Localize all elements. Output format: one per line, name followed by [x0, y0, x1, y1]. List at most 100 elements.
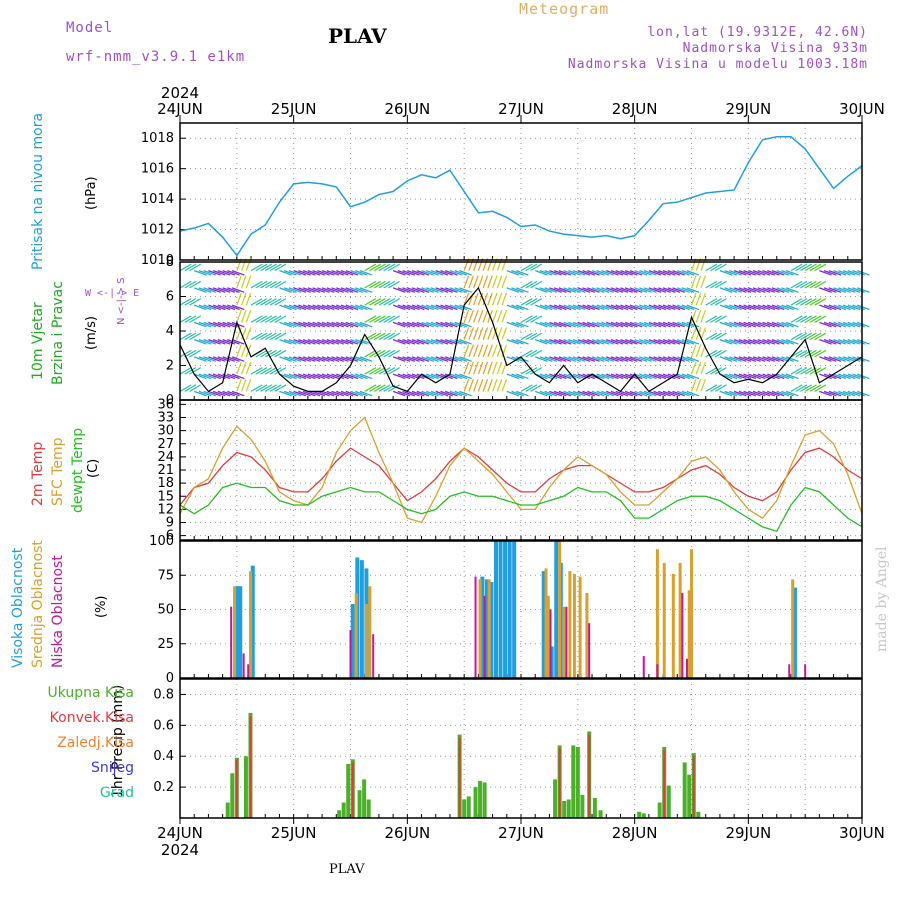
wind-barb: [634, 356, 648, 362]
y-tick-label: 1016: [141, 162, 174, 177]
y-tick-label: 8: [166, 255, 174, 270]
wind-barb: [672, 287, 685, 293]
wind-barb: [463, 327, 470, 340]
legend-total-rain: Ukupna Kisa: [47, 685, 134, 701]
wind-barb: [776, 373, 790, 380]
wind-barb: [577, 373, 591, 380]
wind-barb: [587, 339, 600, 345]
wind-barb: [283, 356, 297, 362]
wind-barb: [227, 373, 240, 380]
wind-barb: [364, 280, 377, 289]
wind-barb: [194, 270, 207, 276]
wind-barb: [477, 378, 484, 392]
wind-barb: [620, 270, 633, 276]
wind-barb: [842, 339, 856, 345]
wind-barb: [336, 373, 349, 380]
wind-barb: [838, 390, 851, 397]
wind-barb: [530, 367, 543, 375]
mid-cloud-bar: [671, 573, 675, 678]
wind-barb: [477, 309, 484, 323]
wind-barb: [639, 339, 652, 345]
wind-barb: [690, 327, 697, 340]
wind-barb: [317, 287, 330, 293]
wind-barb: [198, 321, 212, 328]
wind-barb: [326, 356, 340, 362]
wind-barb: [544, 356, 558, 362]
wind-barb: [468, 327, 474, 340]
wind-barb: [388, 332, 400, 341]
wind-barb: [733, 356, 747, 362]
wind-barb: [842, 373, 856, 380]
wind-barb: [440, 321, 453, 328]
wind-barb: [212, 287, 226, 293]
wind-barb: [610, 390, 624, 397]
wind-barb: [790, 298, 803, 306]
wind-barb: [189, 367, 202, 375]
wind-barb: [757, 321, 771, 328]
wind-barb: [833, 339, 847, 345]
wind-barb: [653, 304, 667, 311]
wind-barb: [283, 270, 297, 276]
wind-barb: [260, 263, 273, 272]
wind-barb: [762, 321, 775, 328]
wind-barb: [800, 315, 812, 323]
wind-barb: [658, 356, 671, 362]
low-cloud-bar: [565, 606, 568, 678]
legend-snow: Snijeg: [90, 760, 134, 776]
conv-rain-bar: [663, 750, 666, 818]
wind-barb: [212, 339, 226, 345]
wind-barb: [705, 280, 718, 289]
wind-barb: [520, 384, 533, 392]
low-cloud-bar: [483, 595, 486, 678]
wind-barb: [430, 339, 444, 345]
wind-barb: [672, 339, 685, 345]
wind-barb: [208, 321, 221, 328]
wind-barb: [274, 384, 287, 392]
wind-barb: [430, 304, 444, 311]
wind-barb: [283, 373, 297, 380]
wind-barb: [255, 263, 268, 272]
wind-barb: [331, 270, 344, 276]
wind-barb: [378, 332, 391, 341]
wind-barb: [496, 378, 503, 392]
wind-barb: [743, 321, 757, 328]
wind-barb: [606, 390, 619, 397]
wind-barb: [686, 373, 700, 380]
wind-barb: [714, 315, 727, 323]
wind-barb: [321, 270, 335, 276]
wind-barb: [539, 373, 553, 380]
wind-barb: [203, 339, 217, 345]
wind-barb: [738, 339, 752, 345]
wind-barb: [369, 367, 382, 375]
wind-barb: [194, 321, 207, 328]
wind-barb: [407, 321, 420, 328]
wind-barb: [686, 390, 700, 397]
wind-barb: [331, 356, 344, 362]
wind-barb: [563, 287, 577, 293]
wind-barb: [378, 263, 391, 272]
wind-barb: [762, 356, 775, 362]
mid-cloud-bar: [678, 562, 682, 678]
wind-barb: [449, 390, 463, 397]
bottom-date-label: 25JUN: [271, 824, 317, 842]
wind-barb: [312, 270, 326, 276]
wind-barb: [700, 309, 706, 323]
low-cloud-bar: [230, 606, 233, 678]
wind-barb: [184, 298, 197, 306]
wind-barb: [814, 263, 827, 272]
wind-barb: [477, 292, 484, 306]
wind-barb: [430, 321, 444, 328]
wind-barb: [459, 287, 472, 293]
high-cloud-bar: [489, 582, 494, 678]
wind-barb: [454, 287, 468, 293]
wind-barb: [236, 344, 242, 358]
wind-barb: [539, 356, 553, 362]
wind-barb: [757, 287, 771, 293]
wind-barb: [838, 373, 851, 380]
panel-frame: [179, 399, 863, 541]
wind-barb: [416, 390, 430, 397]
wind-barb: [288, 356, 302, 362]
wind-barb: [681, 356, 695, 362]
low-cloud-bar: [588, 623, 591, 678]
wind-barb: [847, 339, 861, 345]
